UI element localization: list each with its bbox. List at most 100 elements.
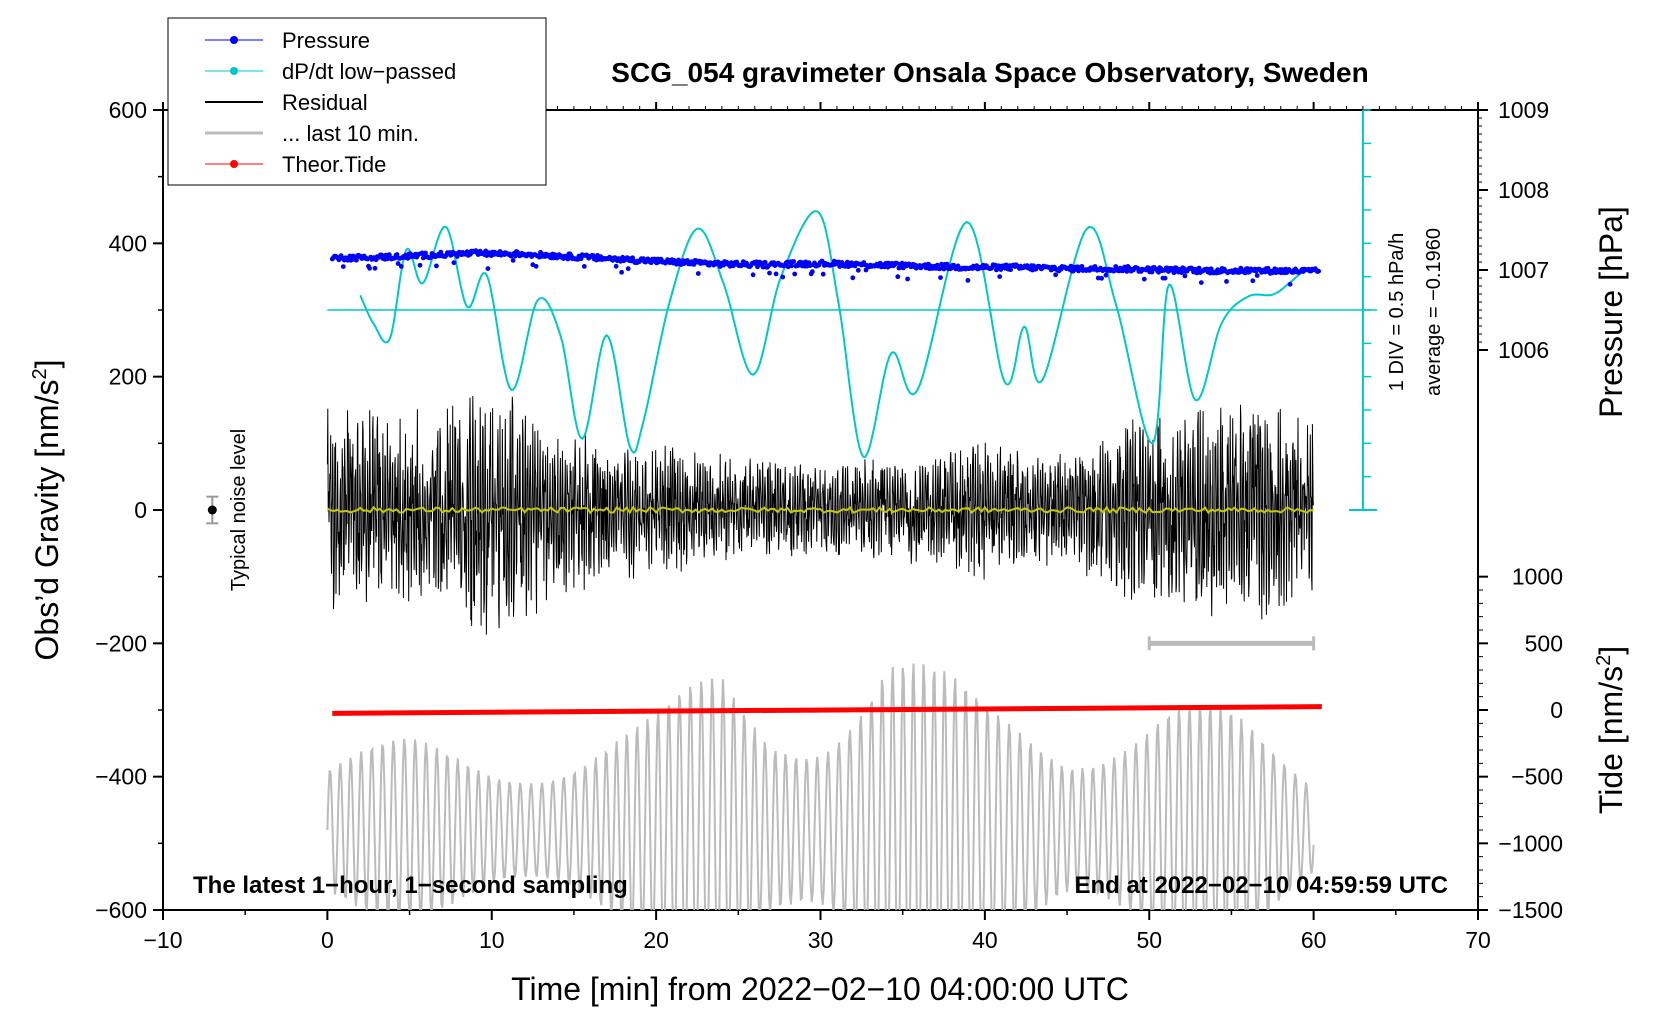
x-tick-label: 30	[808, 927, 834, 953]
pressure-point	[394, 252, 400, 257]
pressure-point	[1103, 272, 1109, 278]
legend: Pressure dP/dt low−passed Residual ... l…	[167, 17, 547, 186]
legend-marker-tide	[230, 160, 238, 168]
y-tick-label: −600	[95, 897, 147, 923]
pressure-point	[762, 259, 768, 265]
legend-entry-dpdt: dP/dt low−passed	[205, 59, 456, 84]
pressure-point	[1053, 272, 1058, 278]
pressure-point	[1141, 276, 1147, 282]
pressure-point	[340, 264, 346, 269]
x-tick-label: 50	[1136, 927, 1162, 953]
pressure-point	[905, 276, 910, 282]
pressure-point	[695, 271, 701, 276]
noise-dot	[207, 505, 217, 515]
tide-tick-label: −500	[1511, 764, 1563, 790]
pressure-tick-label: 1006	[1498, 337, 1549, 363]
pressure-point	[613, 263, 619, 269]
x-tick-label: 60	[1301, 927, 1327, 953]
pressure-point	[1198, 280, 1204, 285]
pressure-point	[809, 269, 815, 275]
pressure-point	[1287, 281, 1293, 287]
pressure-point	[780, 274, 786, 280]
series-layer	[326, 395, 1322, 910]
svg-text:Theor.Tide: Theor.Tide	[282, 152, 386, 177]
pressure-point	[792, 271, 798, 277]
pressure-point	[1008, 267, 1013, 273]
pressure-point	[1162, 275, 1168, 281]
svg-text:dP/dt low−passed: dP/dt low−passed	[282, 59, 456, 84]
chart-title: SCG_054 gravimeter Onsala Space Observat…	[611, 57, 1368, 88]
noise-level-label: Typical noise level	[228, 429, 250, 591]
pressure-tick-label: 1008	[1498, 177, 1549, 203]
pressure-point	[438, 249, 444, 255]
tide-tick-label: 1000	[1512, 564, 1563, 590]
legend-marker-dpdt	[230, 67, 238, 75]
pressure-point	[510, 258, 516, 263]
pressure-point	[1224, 279, 1229, 284]
pressure-point	[581, 264, 587, 269]
legend-marker-pressure	[230, 36, 238, 44]
y-tick-label: −400	[95, 764, 147, 790]
x-tick-label: −10	[143, 927, 182, 953]
x-tick-label: 70	[1465, 927, 1491, 953]
dpdt-scale	[327, 109, 1377, 511]
pressure-point	[850, 275, 856, 281]
pressure-point	[1149, 269, 1155, 275]
y-tick-label: −200	[95, 630, 147, 656]
y-tick-label: 0	[134, 497, 147, 523]
pressure-point	[434, 263, 439, 269]
pressure-point	[895, 274, 901, 280]
pressure-point	[354, 257, 359, 263]
residual-trace	[326, 395, 1315, 635]
pressure-point	[619, 269, 624, 275]
pressure-axis-title: Pressure [hPa]	[1593, 206, 1629, 418]
tide-tick-label: 0	[1550, 697, 1563, 723]
pressure-tick-label: 1009	[1498, 97, 1549, 123]
pressure-point	[417, 262, 423, 268]
sampling-annotation: The latest 1−hour, 1−second sampling	[193, 872, 628, 899]
pressure-point	[820, 271, 826, 277]
div-label: 1 DIV = 0.5 hPa/h	[1386, 233, 1408, 391]
tide-tick-label: −1000	[1498, 830, 1563, 856]
legend-entry-residual: Residual	[205, 90, 368, 115]
tide-trace	[332, 704, 1322, 716]
residual-smoothed-trace	[326, 505, 1314, 515]
pressure-point	[789, 263, 794, 269]
x-tick-label: 40	[972, 927, 998, 953]
y-axis-title: Obs’d Gravity [nm/s2]	[29, 360, 65, 661]
legend-entry-pressure: Pressure	[205, 28, 370, 53]
pressure-point	[1265, 265, 1271, 271]
pressure-point	[1179, 270, 1184, 275]
pressure-point	[1250, 278, 1256, 284]
pressure-point	[454, 254, 460, 259]
pressure-point	[485, 266, 491, 271]
average-label: average = −0.1960	[1423, 228, 1445, 396]
pressure-point	[423, 250, 428, 256]
tide-axis-title: Tide [nm/s2]	[1593, 646, 1629, 814]
pressure-point	[1182, 273, 1188, 279]
pressure-point	[565, 256, 571, 262]
pressure-point	[938, 275, 943, 280]
tide-tick-label: −1500	[1498, 897, 1563, 923]
pressure-point	[533, 263, 539, 269]
pressure-point	[367, 265, 372, 271]
legend-entry-last10: ... last 10 min.	[205, 121, 419, 146]
tide-tick-label: 500	[1525, 630, 1563, 656]
pressure-point	[750, 272, 756, 278]
pressure-point	[1171, 270, 1177, 276]
pressure-point	[451, 260, 457, 266]
svg-text:... last 10 min.: ... last 10 min.	[282, 121, 419, 146]
pressure-series	[329, 248, 1321, 287]
pressure-point	[965, 278, 971, 283]
x-axis-title: Time [min] from 2022−02−10 04:00:00 UTC	[511, 971, 1129, 1007]
pressure-point	[395, 261, 401, 266]
pressure-point	[372, 265, 378, 271]
y-tick-label: 600	[109, 97, 147, 123]
pressure-point	[855, 267, 861, 273]
pressure-point	[767, 270, 772, 276]
legend-entry-tide: Theor.Tide	[205, 152, 386, 177]
pressure-point	[1316, 268, 1321, 274]
pressure-point	[398, 264, 404, 269]
svg-text:Residual: Residual	[282, 90, 368, 115]
pressure-point	[1079, 264, 1085, 269]
